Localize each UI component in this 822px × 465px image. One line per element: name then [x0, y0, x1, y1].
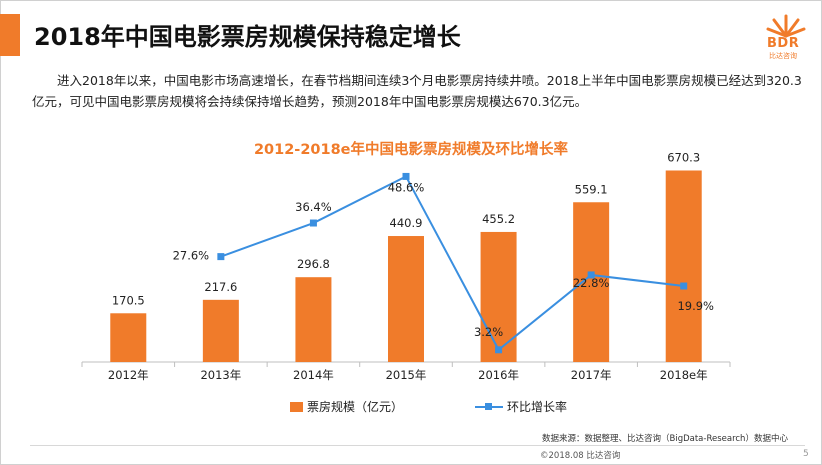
legend-line-label: 环比增长率 — [507, 400, 568, 414]
growth-rate-point-6 — [680, 282, 688, 290]
x-tick-label-6: 2018e年 — [660, 368, 708, 382]
growth-rate-point-5 — [587, 271, 595, 279]
copyright: ©2018.08 比达咨询 — [540, 451, 621, 461]
x-tick-label-4: 2016年 — [478, 368, 519, 382]
bdr-logo: BDR 比达咨询 — [760, 10, 812, 60]
growth-rate-point-2 — [309, 219, 317, 227]
bar-label-1: 217.6 — [204, 280, 237, 294]
growth-rate-label-3: 48.6% — [388, 180, 425, 194]
bar-6 — [665, 170, 702, 362]
logo-text: BDR — [767, 36, 800, 51]
growth-rate-point-4 — [495, 346, 503, 354]
bar-label-4: 455.2 — [482, 212, 515, 226]
footer-divider — [30, 445, 805, 446]
chart-title: 2012-2018e年中国电影票房规模及环比增长率 — [253, 142, 569, 158]
page-title: 2018年中国电影票房规模保持稳定增长 — [34, 23, 461, 51]
bar-label-3: 440.9 — [390, 216, 423, 230]
x-tick-label-1: 2013年 — [200, 368, 241, 382]
growth-rate-point-1 — [217, 253, 225, 261]
bar-2 — [295, 277, 332, 362]
bar-label-0: 170.5 — [112, 293, 145, 307]
bar-0 — [110, 313, 147, 362]
bar-label-6: 670.3 — [667, 150, 700, 164]
legend-item-bar: 票房规模（亿元） — [290, 398, 403, 415]
page-number: 5 — [803, 449, 809, 459]
bar-5 — [573, 202, 610, 362]
bar-label-2: 296.8 — [297, 257, 330, 271]
growth-rate-point-3 — [402, 172, 410, 180]
logo-rays-icon — [766, 14, 806, 38]
x-tick-label-5: 2017年 — [571, 368, 612, 382]
growth-rate-label-4: 3.2% — [474, 325, 503, 339]
chart-legend: 票房规模（亿元） 环比增长率 — [290, 398, 639, 415]
title-accent-bar — [0, 14, 20, 56]
growth-rate-label-2: 36.4% — [295, 200, 332, 214]
legend-item-line: 环比增长率 — [475, 398, 567, 415]
bar-4 — [480, 231, 517, 362]
legend-bar-label: 票房规模（亿元） — [307, 400, 404, 414]
x-tick-label-3: 2015年 — [386, 368, 427, 382]
bar-1 — [202, 299, 239, 362]
growth-rate-label-6: 19.9% — [677, 299, 714, 313]
bar-label-5: 559.1 — [575, 182, 608, 196]
intro-paragraph: 进入2018年以来，中国电影市场高速增长，在春节档期间连续3个月电影票房持续井喷… — [32, 73, 802, 109]
growth-rate-label-5: 22.8% — [573, 276, 610, 290]
bar-3 — [388, 236, 424, 362]
legend-bar-swatch — [290, 401, 303, 412]
data-source: 数据来源：数据整理、比达咨询（BigData-Research）数据中心 — [542, 434, 788, 444]
legend-line-swatch — [475, 402, 504, 410]
logo-subtext: 比达咨询 — [769, 52, 797, 60]
x-tick-label-0: 2012年 — [108, 368, 149, 382]
x-tick-label-2: 2014年 — [293, 368, 334, 382]
growth-rate-line — [220, 175, 684, 352]
growth-rate-label-1: 27.6% — [173, 249, 210, 263]
